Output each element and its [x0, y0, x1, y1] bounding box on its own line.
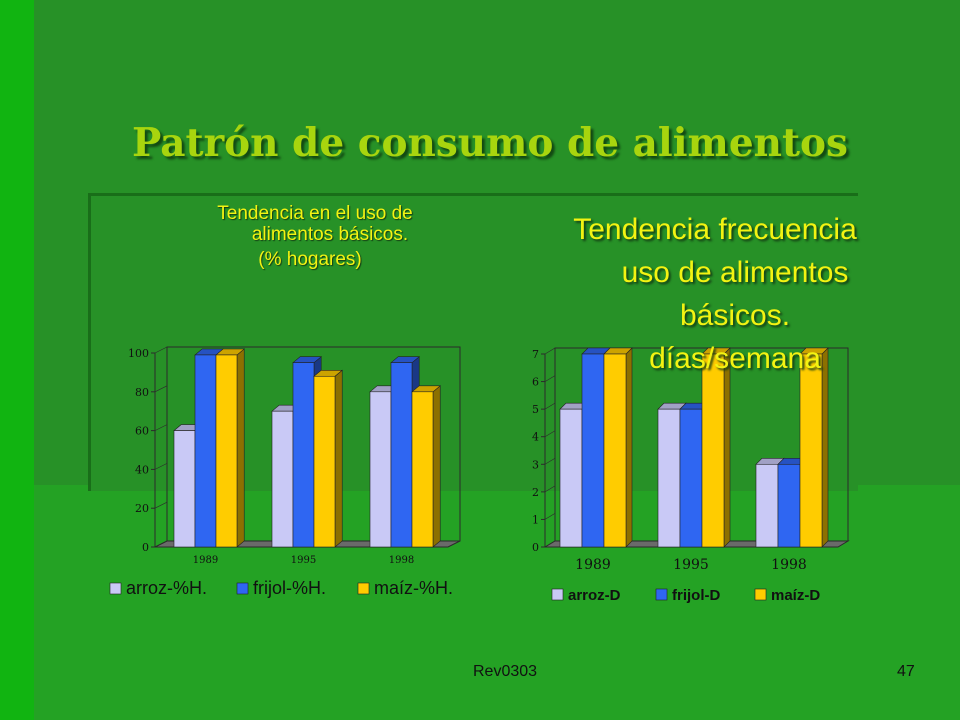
y-tick-label: 0	[532, 541, 539, 554]
y-tick-label: 0	[142, 541, 149, 554]
bar-front	[603, 353, 627, 548]
y-tick-depth	[154, 501, 168, 509]
bar-front	[292, 362, 315, 548]
slide-title: Patrón de consumo de alimentos	[132, 120, 848, 166]
y-tick-label: 3	[532, 458, 539, 471]
bar-front	[411, 391, 434, 548]
bar-front	[559, 408, 583, 548]
y-tick-depth	[544, 485, 556, 493]
right-chart-caption: Tendencia frecuencia uso de alimentos bá…	[515, 208, 915, 380]
bar-mazd-1989	[603, 347, 633, 548]
y-tick-label: 80	[135, 386, 149, 399]
y-tick-depth	[544, 458, 556, 465]
right-caption-line-3: básicos.	[679, 299, 791, 332]
bar-mazh-1995	[313, 369, 344, 548]
legend-swatch	[109, 582, 122, 595]
bar-front	[390, 362, 413, 548]
footer-revision: Rev0303	[473, 663, 538, 680]
y-tick-label: 7	[532, 348, 539, 361]
y-tick-label: 100	[128, 347, 149, 360]
bar-front	[701, 353, 725, 548]
bar-front	[271, 410, 294, 548]
legend-label: frijol-%H.	[253, 578, 326, 598]
x-category-label: 1989	[575, 557, 611, 573]
y-tick-label: 5	[532, 403, 539, 416]
y-tick-depth	[544, 375, 556, 382]
bar-mazd-1995	[701, 347, 731, 548]
legend-label: frijol-D	[672, 587, 720, 604]
y-tick-depth	[544, 402, 556, 410]
y-tick-depth	[544, 540, 556, 548]
x-category-label: 1998	[771, 557, 807, 573]
y-tick-depth	[544, 513, 556, 520]
bar-front	[679, 408, 703, 548]
bar-side	[432, 385, 441, 548]
y-tick-depth	[154, 424, 168, 431]
left-caption-line-2: alimentos básicos.	[251, 224, 409, 245]
right-caption-line-4: días/semana	[649, 342, 821, 375]
y-tick-label: 4	[532, 431, 539, 444]
bar-front	[581, 353, 605, 548]
bar-side	[334, 369, 343, 548]
bar-front	[313, 375, 336, 548]
y-tick-depth	[154, 540, 168, 548]
bar-front	[755, 463, 779, 548]
bar-front	[799, 353, 823, 548]
legend-swatch	[357, 582, 370, 595]
bar-front	[194, 354, 217, 548]
right-caption-line-2: uso de alimentos	[621, 256, 849, 289]
y-tick-label: 2	[532, 486, 539, 499]
y-tick-depth	[544, 430, 556, 437]
x-category-label: 1995	[291, 555, 316, 566]
left-caption-line-1: Tendencia en el uso de	[217, 203, 413, 224]
legend-label: maíz-D	[771, 587, 820, 604]
x-category-label: 1995	[673, 557, 709, 573]
legend-swatch	[754, 588, 767, 601]
y-tick-label: 60	[135, 425, 149, 438]
bar-mazh-1998	[411, 385, 442, 548]
legend-label: maíz-%H.	[374, 578, 453, 598]
legend-label: arroz-%H.	[126, 578, 207, 598]
y-tick-depth	[154, 346, 168, 354]
bar-front	[657, 408, 681, 548]
x-category-label: 1998	[389, 555, 414, 566]
bar-front	[369, 391, 392, 548]
y-tick-depth	[154, 463, 168, 470]
left-accent-strip	[0, 0, 34, 720]
legend-label: arroz-D	[568, 587, 621, 604]
legend-swatch	[655, 588, 668, 601]
left-chart-caption: Tendencia en el uso de alimentos básicos…	[150, 203, 480, 270]
y-tick-label: 40	[135, 463, 149, 476]
chart-hogares: 0 20 40 60 80 100 1989 1995 1998 arroz-%H. frijol-…	[109, 346, 461, 598]
y-tick-label: 6	[532, 376, 539, 389]
right-caption-line-1: Tendencia frecuencia	[573, 213, 857, 246]
legend-swatch	[236, 582, 249, 595]
bar-front	[215, 354, 238, 548]
y-tick-depth	[154, 385, 168, 393]
bar-front	[777, 463, 801, 548]
legend-swatch	[551, 588, 564, 601]
x-category-label: 1989	[193, 555, 218, 566]
y-tick-depth	[544, 347, 556, 355]
bar-side	[236, 348, 245, 548]
bar-mazd-1998	[799, 347, 829, 548]
left-caption-line-3: (% hogares)	[258, 249, 362, 270]
footer-page-number: 47	[897, 663, 915, 680]
bar-mazh-1989	[215, 348, 246, 548]
y-tick-label: 20	[135, 502, 149, 515]
chart-dias-semana: 0 1 2 3 4 5 6 7 1989 1995 1998 arroz-D frijol-D maíz-…	[532, 347, 850, 604]
bar-front	[173, 430, 196, 548]
y-tick-label: 1	[532, 513, 539, 526]
